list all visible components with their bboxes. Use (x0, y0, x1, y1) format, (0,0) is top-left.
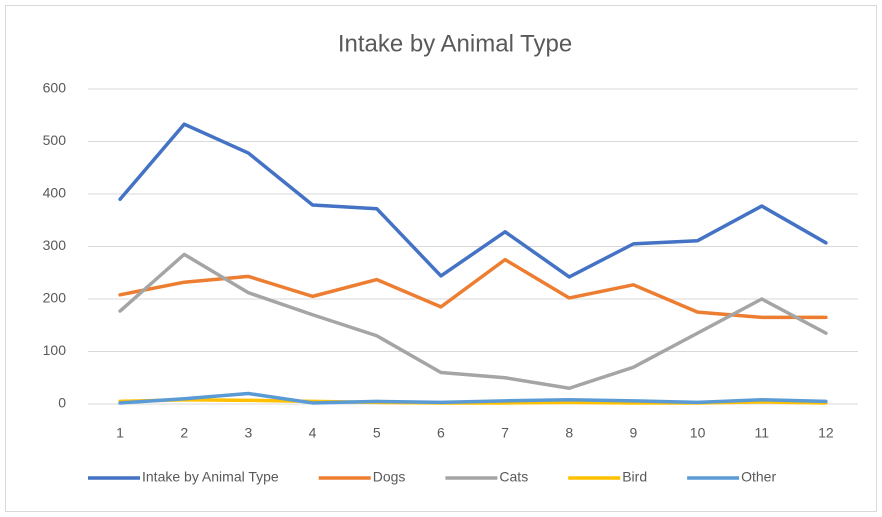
y-tick-label: 200 (43, 290, 67, 306)
legend-label: Dogs (373, 469, 406, 485)
x-tick-label: 11 (754, 425, 769, 441)
x-tick-label: 2 (180, 425, 188, 441)
y-tick-label: 0 (58, 395, 66, 411)
x-tick-label: 10 (690, 425, 706, 441)
legend-label: Bird (622, 469, 647, 485)
y-tick-label: 600 (43, 80, 67, 96)
chart-title: Intake by Animal Type (338, 30, 572, 57)
y-tick-label: 500 (43, 132, 67, 148)
x-tick-label: 6 (437, 425, 445, 441)
x-tick-label: 4 (309, 425, 317, 441)
x-tick-label: 12 (818, 425, 834, 441)
y-tick-label: 300 (43, 237, 67, 253)
series-line (118, 252, 828, 390)
series-line (118, 122, 828, 279)
chart-border (5, 5, 877, 512)
x-tick-label: 7 (501, 425, 509, 441)
x-tick-label: 9 (630, 425, 638, 441)
series-line (118, 257, 828, 320)
legend-label: Cats (499, 469, 528, 485)
x-tick-label: 8 (565, 425, 573, 441)
y-tick-label: 100 (43, 342, 67, 358)
x-tick-label: 1 (116, 425, 124, 441)
legend-label: Other (741, 469, 776, 485)
legend-label: Intake by Animal Type (142, 469, 279, 485)
x-tick-label: 3 (245, 425, 253, 441)
y-tick-label: 400 (43, 185, 67, 201)
x-tick-label: 5 (373, 425, 381, 441)
series-line (118, 391, 828, 405)
